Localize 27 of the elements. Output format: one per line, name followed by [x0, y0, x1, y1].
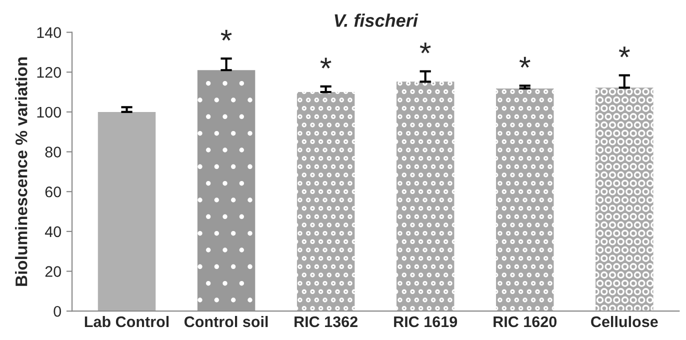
x-tick-label: RIC 1362: [294, 316, 358, 328]
y-tick-label: 80: [45, 146, 62, 158]
y-tick-label: 120: [37, 66, 62, 78]
y-tick-label: 140: [37, 27, 62, 38]
x-tick-label: RIC 1620: [494, 316, 557, 328]
y-tick-label: 20: [45, 266, 62, 277]
bar: [596, 88, 654, 312]
x-tick-label: RIC 1619: [394, 316, 458, 328]
bar: [496, 88, 554, 312]
bar: [396, 82, 454, 312]
annotation: *: [519, 56, 530, 68]
x-tick-label: Control soil: [184, 316, 268, 328]
y-tick-label: 60: [45, 186, 62, 198]
y-tick-label: 40: [44, 226, 62, 238]
y-tick-label: 0: [54, 306, 62, 317]
bar: [197, 70, 256, 312]
y-axis-title: Bioluminescence % variation: [15, 57, 28, 286]
annotation: *: [420, 42, 431, 54]
bar: [98, 112, 156, 312]
chart-title: V. fischeri: [334, 14, 418, 27]
annotation: *: [320, 58, 332, 68]
bar: [296, 92, 355, 312]
x-tick-label: Lab Control: [84, 316, 169, 328]
x-tick-label: Cellulose: [591, 316, 658, 328]
annotation: *: [220, 30, 232, 41]
y-tick-label: 100: [37, 106, 62, 118]
annotation: *: [618, 46, 630, 58]
